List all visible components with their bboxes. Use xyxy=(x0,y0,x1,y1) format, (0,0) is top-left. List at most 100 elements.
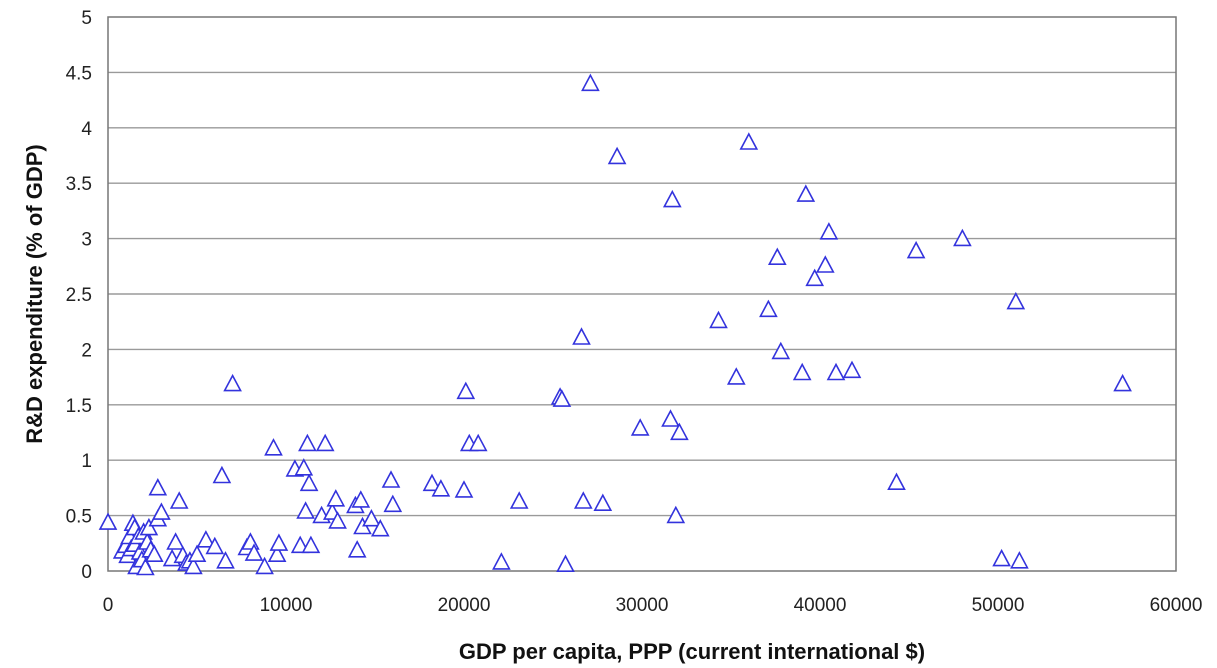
data-point xyxy=(581,73,600,92)
y-tick-label: 3 xyxy=(81,230,92,251)
data-point xyxy=(347,540,367,558)
data-point xyxy=(241,532,260,550)
data-point xyxy=(552,389,572,407)
data-point xyxy=(244,543,264,561)
y-tick-label: 3.5 xyxy=(66,174,92,195)
data-point xyxy=(255,556,274,575)
data-point xyxy=(205,536,225,555)
data-point xyxy=(468,433,488,452)
data-point xyxy=(739,132,759,150)
data-point xyxy=(887,472,906,491)
data-point xyxy=(152,502,171,520)
data-point xyxy=(169,491,189,509)
data-point xyxy=(630,418,650,436)
data-point xyxy=(370,519,390,537)
y-tick-label: 5 xyxy=(81,8,92,29)
data-point xyxy=(422,473,442,492)
data-point xyxy=(709,310,728,329)
data-point xyxy=(298,433,317,452)
y-axis-title: R&D expenditure (% of GDP) xyxy=(22,144,47,443)
data-point xyxy=(296,501,315,519)
data-point xyxy=(771,341,791,360)
data-point xyxy=(661,409,680,427)
y-tick-label: 1 xyxy=(81,451,92,472)
data-point xyxy=(572,327,591,345)
data-point xyxy=(294,458,314,476)
data-point xyxy=(148,478,168,496)
data-point xyxy=(726,367,746,385)
data-point xyxy=(826,362,846,381)
x-tick-label: 20000 xyxy=(438,595,491,616)
data-point xyxy=(328,511,347,529)
data-point xyxy=(223,373,242,392)
data-point xyxy=(196,530,216,548)
data-point xyxy=(805,268,825,287)
x-tick-label: 10000 xyxy=(260,595,313,616)
data-point xyxy=(492,552,511,570)
data-point xyxy=(1113,373,1132,392)
data-point xyxy=(992,548,1011,567)
data-point xyxy=(670,422,689,441)
data-point xyxy=(383,494,403,513)
data-point xyxy=(216,551,235,569)
data-point xyxy=(381,470,401,488)
data-point xyxy=(815,255,835,273)
data-point xyxy=(362,509,381,527)
y-tick-label: 4.5 xyxy=(66,63,92,84)
y-axis-ticks: 0 0.5 1 1.5 2 2.5 3 3.5 4 4.5 5 xyxy=(66,8,93,583)
data-point xyxy=(98,512,118,530)
data-point xyxy=(666,505,686,524)
data-point xyxy=(187,544,207,563)
x-tick-label: 60000 xyxy=(1150,595,1203,616)
data-point xyxy=(796,184,816,202)
plot-frame xyxy=(107,16,1177,572)
data-point xyxy=(264,438,283,456)
x-tick-label: 30000 xyxy=(616,595,669,616)
x-tick-label: 40000 xyxy=(794,595,847,616)
y-tick-label: 0.5 xyxy=(66,507,92,528)
data-point xyxy=(139,517,159,536)
data-point xyxy=(144,544,164,563)
data-point xyxy=(431,479,451,497)
data-point xyxy=(301,535,321,554)
data-point xyxy=(842,360,862,379)
y-tick-label: 0 xyxy=(81,562,92,583)
data-point xyxy=(1010,551,1029,569)
x-tick-label: 50000 xyxy=(972,595,1025,616)
data-point xyxy=(906,240,926,259)
data-point xyxy=(166,532,185,550)
data-point xyxy=(509,491,529,509)
data-points xyxy=(98,73,1132,576)
x-axis-ticks: 0 10000 20000 30000 40000 50000 60000 xyxy=(103,595,1203,616)
data-point xyxy=(556,554,575,573)
data-point xyxy=(573,491,593,509)
data-point xyxy=(269,533,289,551)
data-point xyxy=(607,146,627,165)
data-point xyxy=(767,247,787,266)
data-point xyxy=(351,490,371,508)
data-point xyxy=(326,489,346,507)
y-tick-label: 2.5 xyxy=(66,285,92,306)
data-point xyxy=(953,228,972,247)
data-point xyxy=(267,544,287,563)
data-point xyxy=(136,557,155,576)
data-point xyxy=(454,480,474,498)
data-point xyxy=(819,222,839,240)
data-point xyxy=(315,433,335,452)
data-point xyxy=(662,189,682,208)
x-axis-title: GDP per capita, PPP (current internation… xyxy=(459,639,925,664)
data-point xyxy=(212,465,232,484)
y-tick-label: 1.5 xyxy=(66,396,92,417)
data-point xyxy=(1006,291,1026,310)
data-point xyxy=(184,556,203,575)
y-tick-label: 2 xyxy=(81,340,92,361)
data-point xyxy=(593,493,613,512)
gridlines xyxy=(108,71,1176,517)
y-tick-label: 4 xyxy=(81,119,92,140)
data-point xyxy=(759,299,778,318)
data-point xyxy=(792,362,812,381)
x-tick-label: 0 xyxy=(103,595,114,616)
data-point xyxy=(299,473,319,492)
